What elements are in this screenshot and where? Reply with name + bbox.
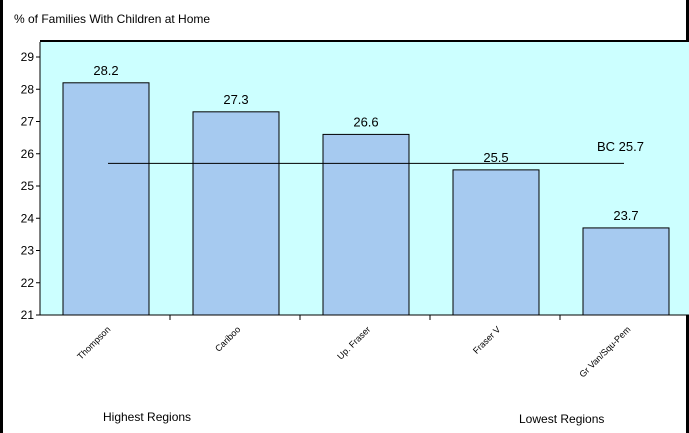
x-tick-label: Up. Fraser	[335, 324, 372, 361]
left-frame-border	[0, 0, 3, 433]
bar-value-label: 28.2	[93, 63, 118, 78]
y-tick-label: 28	[21, 82, 35, 96]
lowest-regions-label: Lowest Regions	[519, 412, 604, 426]
x-tick-label: Fraser V	[471, 324, 502, 355]
bar-value-label: 26.6	[353, 114, 378, 129]
bar-value-label: 27.3	[223, 92, 248, 107]
bars: 28.2 27.3 26.6 25.5 23.7	[62, 63, 670, 316]
y-tick-label: 29	[21, 50, 35, 64]
y-tick-label: 27	[21, 115, 35, 129]
highest-regions-label: Highest Regions	[103, 410, 191, 424]
bar-value-label: 25.5	[483, 150, 508, 165]
bar	[452, 169, 540, 316]
y-tick-label: 25	[21, 179, 35, 193]
y-tick-label: 22	[21, 276, 35, 290]
chart-title: % of Families With Children at Home	[14, 12, 210, 26]
y-tick-label: 23	[21, 244, 35, 258]
bar-value-label: 23.7	[613, 208, 638, 223]
x-axis-ticks: Thompson Cariboo Up. Fraser Fraser V Gr Van/…	[75, 315, 689, 379]
y-tick-label: 21	[21, 308, 35, 322]
x-tick-label: Thompson	[75, 324, 112, 361]
bc-reference-label: BC 25.7	[597, 139, 644, 154]
x-tick-label: Cariboo	[213, 324, 242, 353]
y-tick-label: 26	[21, 147, 35, 161]
bar	[582, 227, 670, 316]
y-axis-ticks: 21 22 23 24 25 26 27 28 29	[21, 50, 40, 322]
y-tick-label: 24	[21, 211, 35, 225]
x-tick-label: Gr Van/Squ-Pem	[577, 324, 632, 379]
bar	[62, 82, 150, 316]
bar	[322, 133, 410, 316]
bar	[192, 111, 280, 316]
